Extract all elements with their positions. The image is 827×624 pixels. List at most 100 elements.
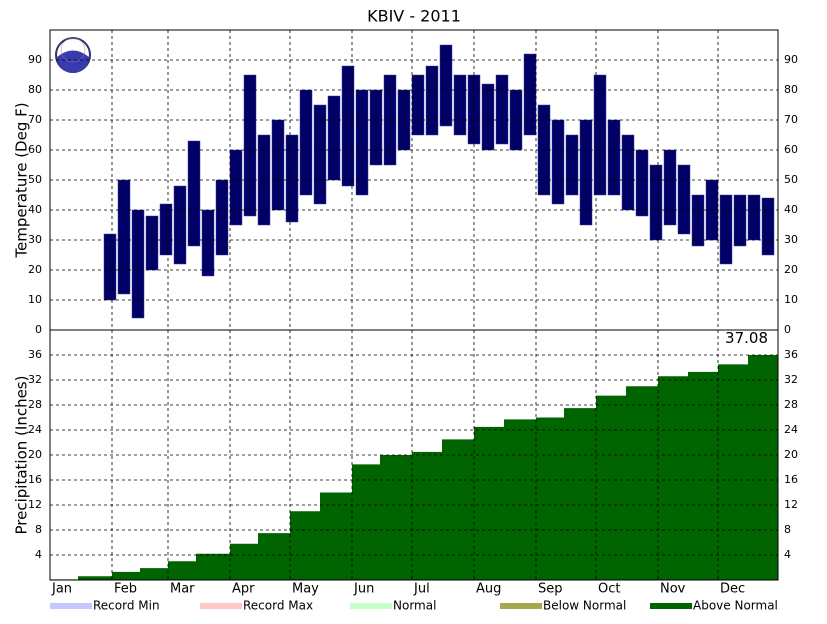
x-tick-label: Apr [232, 582, 255, 597]
temp-bar [369, 89, 383, 166]
temp-bar [299, 89, 313, 196]
y-tick-label: 12 [28, 498, 42, 511]
temp-bar [691, 194, 705, 247]
temp-bar [145, 215, 159, 271]
y-tick-label-right: 32 [784, 373, 798, 386]
x-tick-label: Mar [170, 582, 195, 597]
y-tick-label: 90 [28, 53, 42, 66]
y-tick-label-right: 12 [784, 498, 798, 511]
temp-bar [607, 119, 621, 196]
y-tick-label-right: 70 [784, 113, 798, 126]
legend-swatch [200, 603, 242, 609]
legend-label: Normal [393, 599, 436, 613]
temp-bar [677, 164, 691, 235]
temp-bar [131, 209, 145, 319]
x-tick-label: Sep [538, 582, 563, 597]
y-tick-label: 30 [28, 233, 42, 246]
y-tick-label-right: 24 [784, 423, 798, 436]
legend-swatch [350, 603, 392, 609]
temp-bar [635, 149, 649, 217]
legend-swatch [50, 603, 92, 609]
noaa-logo [55, 37, 91, 73]
y-tick-label: 0 [35, 323, 42, 336]
y-tick-label: 4 [35, 548, 42, 561]
temp-bar [593, 74, 607, 196]
y-tick-label-right: 0 [784, 323, 791, 336]
y-tick-label-right: 20 [784, 263, 798, 276]
legend-swatch [650, 603, 692, 609]
temp-bar [285, 134, 299, 223]
temp-bar [327, 95, 341, 181]
x-tick-label: Jul [413, 582, 430, 597]
y-tick-label: 40 [28, 203, 42, 216]
legend-label: Record Min [93, 599, 160, 613]
y-tick-label-right: 30 [784, 233, 798, 246]
y-tick-label-right: 50 [784, 173, 798, 186]
temp-bar [313, 104, 327, 205]
temp-bar [719, 194, 733, 265]
temp-bar [509, 89, 523, 151]
temp-bar [733, 194, 747, 247]
y-tick-label: 10 [28, 293, 42, 306]
temp-bar [257, 134, 271, 226]
temp-bar [159, 203, 173, 256]
legend-label: Below Normal [543, 599, 626, 613]
temp-bar [187, 140, 201, 247]
y-tick-label: 20 [28, 263, 42, 276]
y-tick-label-right: 40 [784, 203, 798, 216]
temp-bar [355, 89, 369, 196]
temp-bar [229, 149, 243, 226]
y-tick-label-right: 36 [784, 348, 798, 361]
temp-bar [495, 74, 509, 145]
temp-bar [453, 74, 467, 136]
temp-bar [439, 44, 453, 127]
legend-label: Record Max [243, 599, 313, 613]
temp-bar [173, 185, 187, 265]
x-tick-label: Oct [598, 582, 620, 597]
temp-bar [649, 164, 663, 241]
temp-bar [243, 74, 257, 217]
temp-bar [579, 119, 593, 226]
temp-bar [551, 119, 565, 205]
temp-bar [341, 65, 355, 187]
x-tick-label: May [292, 582, 319, 597]
temp-bar [747, 194, 761, 241]
y-tick-label-right: 80 [784, 83, 798, 96]
temp-bar [621, 134, 635, 211]
y-tick-label: 16 [28, 473, 42, 486]
y-tick-label: 36 [28, 348, 42, 361]
y-tick-label-right: 10 [784, 293, 798, 306]
temp-bar [565, 134, 579, 196]
y-tick-label: 50 [28, 173, 42, 186]
temp-bar [663, 149, 677, 226]
legend-label: Above Normal [693, 599, 778, 613]
y-tick-label-right: 90 [784, 53, 798, 66]
y-tick-label-right: 20 [784, 448, 798, 461]
temp-bar [117, 179, 131, 295]
x-tick-label: Aug [476, 582, 501, 597]
y-tick-label: 80 [28, 83, 42, 96]
total-label: 37.08 [725, 329, 768, 347]
y-tick-label: 60 [28, 143, 42, 156]
temp-bar [271, 119, 285, 211]
plot-frame [49, 329, 779, 581]
y-tick-label-right: 4 [784, 548, 791, 561]
legend-swatch [500, 603, 542, 609]
x-tick-label: Jan [51, 582, 72, 597]
temp-bar [201, 209, 215, 277]
y-tick-label: 20 [28, 448, 42, 461]
y-tick-label: 70 [28, 113, 42, 126]
x-tick-label: Feb [114, 582, 137, 597]
y-tick-label-right: 60 [784, 143, 798, 156]
y-tick-label: 8 [35, 523, 42, 536]
y-tick-label: 32 [28, 373, 42, 386]
y-tick-label: 24 [28, 423, 42, 436]
x-tick-label: Dec [720, 582, 745, 597]
y-tick-label-right: 28 [784, 398, 798, 411]
temp-bar [425, 65, 439, 136]
temp-bar [523, 53, 537, 136]
temp-bar [761, 197, 775, 256]
temp-bar [103, 233, 117, 301]
y-tick-label-right: 8 [784, 523, 791, 536]
